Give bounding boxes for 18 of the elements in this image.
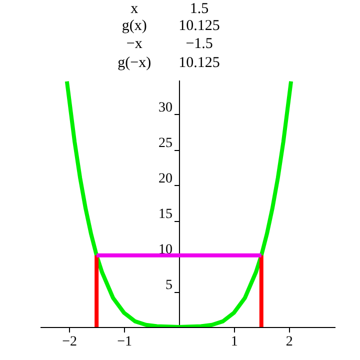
x-tick-label: −1 (117, 334, 132, 350)
y-tick-label: 15 (158, 207, 172, 222)
text: 1.5 (190, 1, 209, 17)
y-tick-label: 20 (158, 172, 172, 187)
text: x (130, 1, 139, 17)
y-tick-label: 10 (158, 242, 172, 258)
text: g(x) (122, 18, 147, 34)
text: −1.5 (186, 36, 213, 52)
text: 10.125 (178, 55, 220, 71)
y-tick-label: 5 (165, 278, 172, 294)
text: 10.125 (178, 18, 220, 34)
y-tick-label: 30 (158, 100, 172, 116)
y-tick-label: 25 (158, 136, 172, 152)
text: −x (126, 36, 143, 52)
x-tick-label: 2 (286, 334, 293, 350)
x-tick-label: −2 (62, 334, 78, 350)
x-tick-label: 1 (230, 334, 238, 350)
text: g(−x) (118, 55, 152, 71)
